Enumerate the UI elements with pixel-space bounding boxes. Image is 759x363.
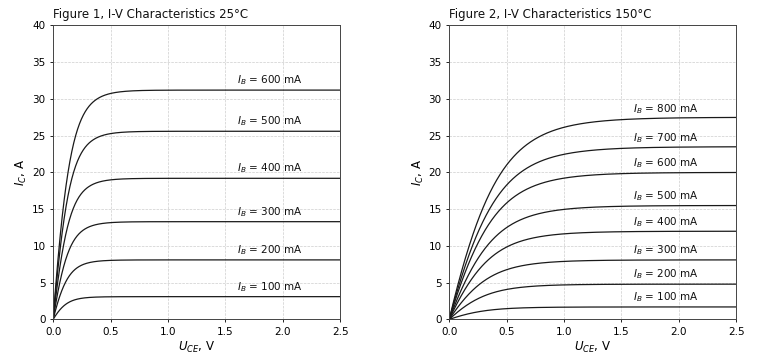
X-axis label: $U_{CE}$, V: $U_{CE}$, V (574, 340, 611, 355)
Text: $I_B$ = 500 mA: $I_B$ = 500 mA (633, 189, 699, 203)
Y-axis label: $I_C$, A: $I_C$, A (14, 159, 30, 186)
Text: $I_B$ = 200 mA: $I_B$ = 200 mA (237, 243, 303, 257)
Y-axis label: $I_C$, A: $I_C$, A (411, 159, 426, 186)
Text: $I_B$ = 100 mA: $I_B$ = 100 mA (633, 290, 699, 304)
Text: $I_B$ = 600 mA: $I_B$ = 600 mA (237, 73, 303, 87)
Text: $I_B$ = 300 mA: $I_B$ = 300 mA (633, 243, 699, 257)
Text: $I_B$ = 500 mA: $I_B$ = 500 mA (237, 114, 303, 129)
Text: $I_B$ = 600 mA: $I_B$ = 600 mA (633, 156, 699, 170)
Text: $I_B$ = 800 mA: $I_B$ = 800 mA (633, 102, 699, 116)
Text: $I_B$ = 300 mA: $I_B$ = 300 mA (237, 205, 303, 219)
Text: Figure 1, I-V Characteristics 25°C: Figure 1, I-V Characteristics 25°C (53, 8, 248, 21)
Text: $I_B$ = 400 mA: $I_B$ = 400 mA (633, 215, 699, 229)
Text: $I_B$ = 400 mA: $I_B$ = 400 mA (237, 162, 303, 175)
X-axis label: $U_{CE}$, V: $U_{CE}$, V (178, 340, 216, 355)
Text: $I_B$ = 700 mA: $I_B$ = 700 mA (633, 131, 699, 145)
Text: Figure 2, I-V Characteristics 150°C: Figure 2, I-V Characteristics 150°C (449, 8, 652, 21)
Text: $I_B$ = 200 mA: $I_B$ = 200 mA (633, 268, 699, 281)
Text: $I_B$ = 100 mA: $I_B$ = 100 mA (237, 280, 303, 294)
